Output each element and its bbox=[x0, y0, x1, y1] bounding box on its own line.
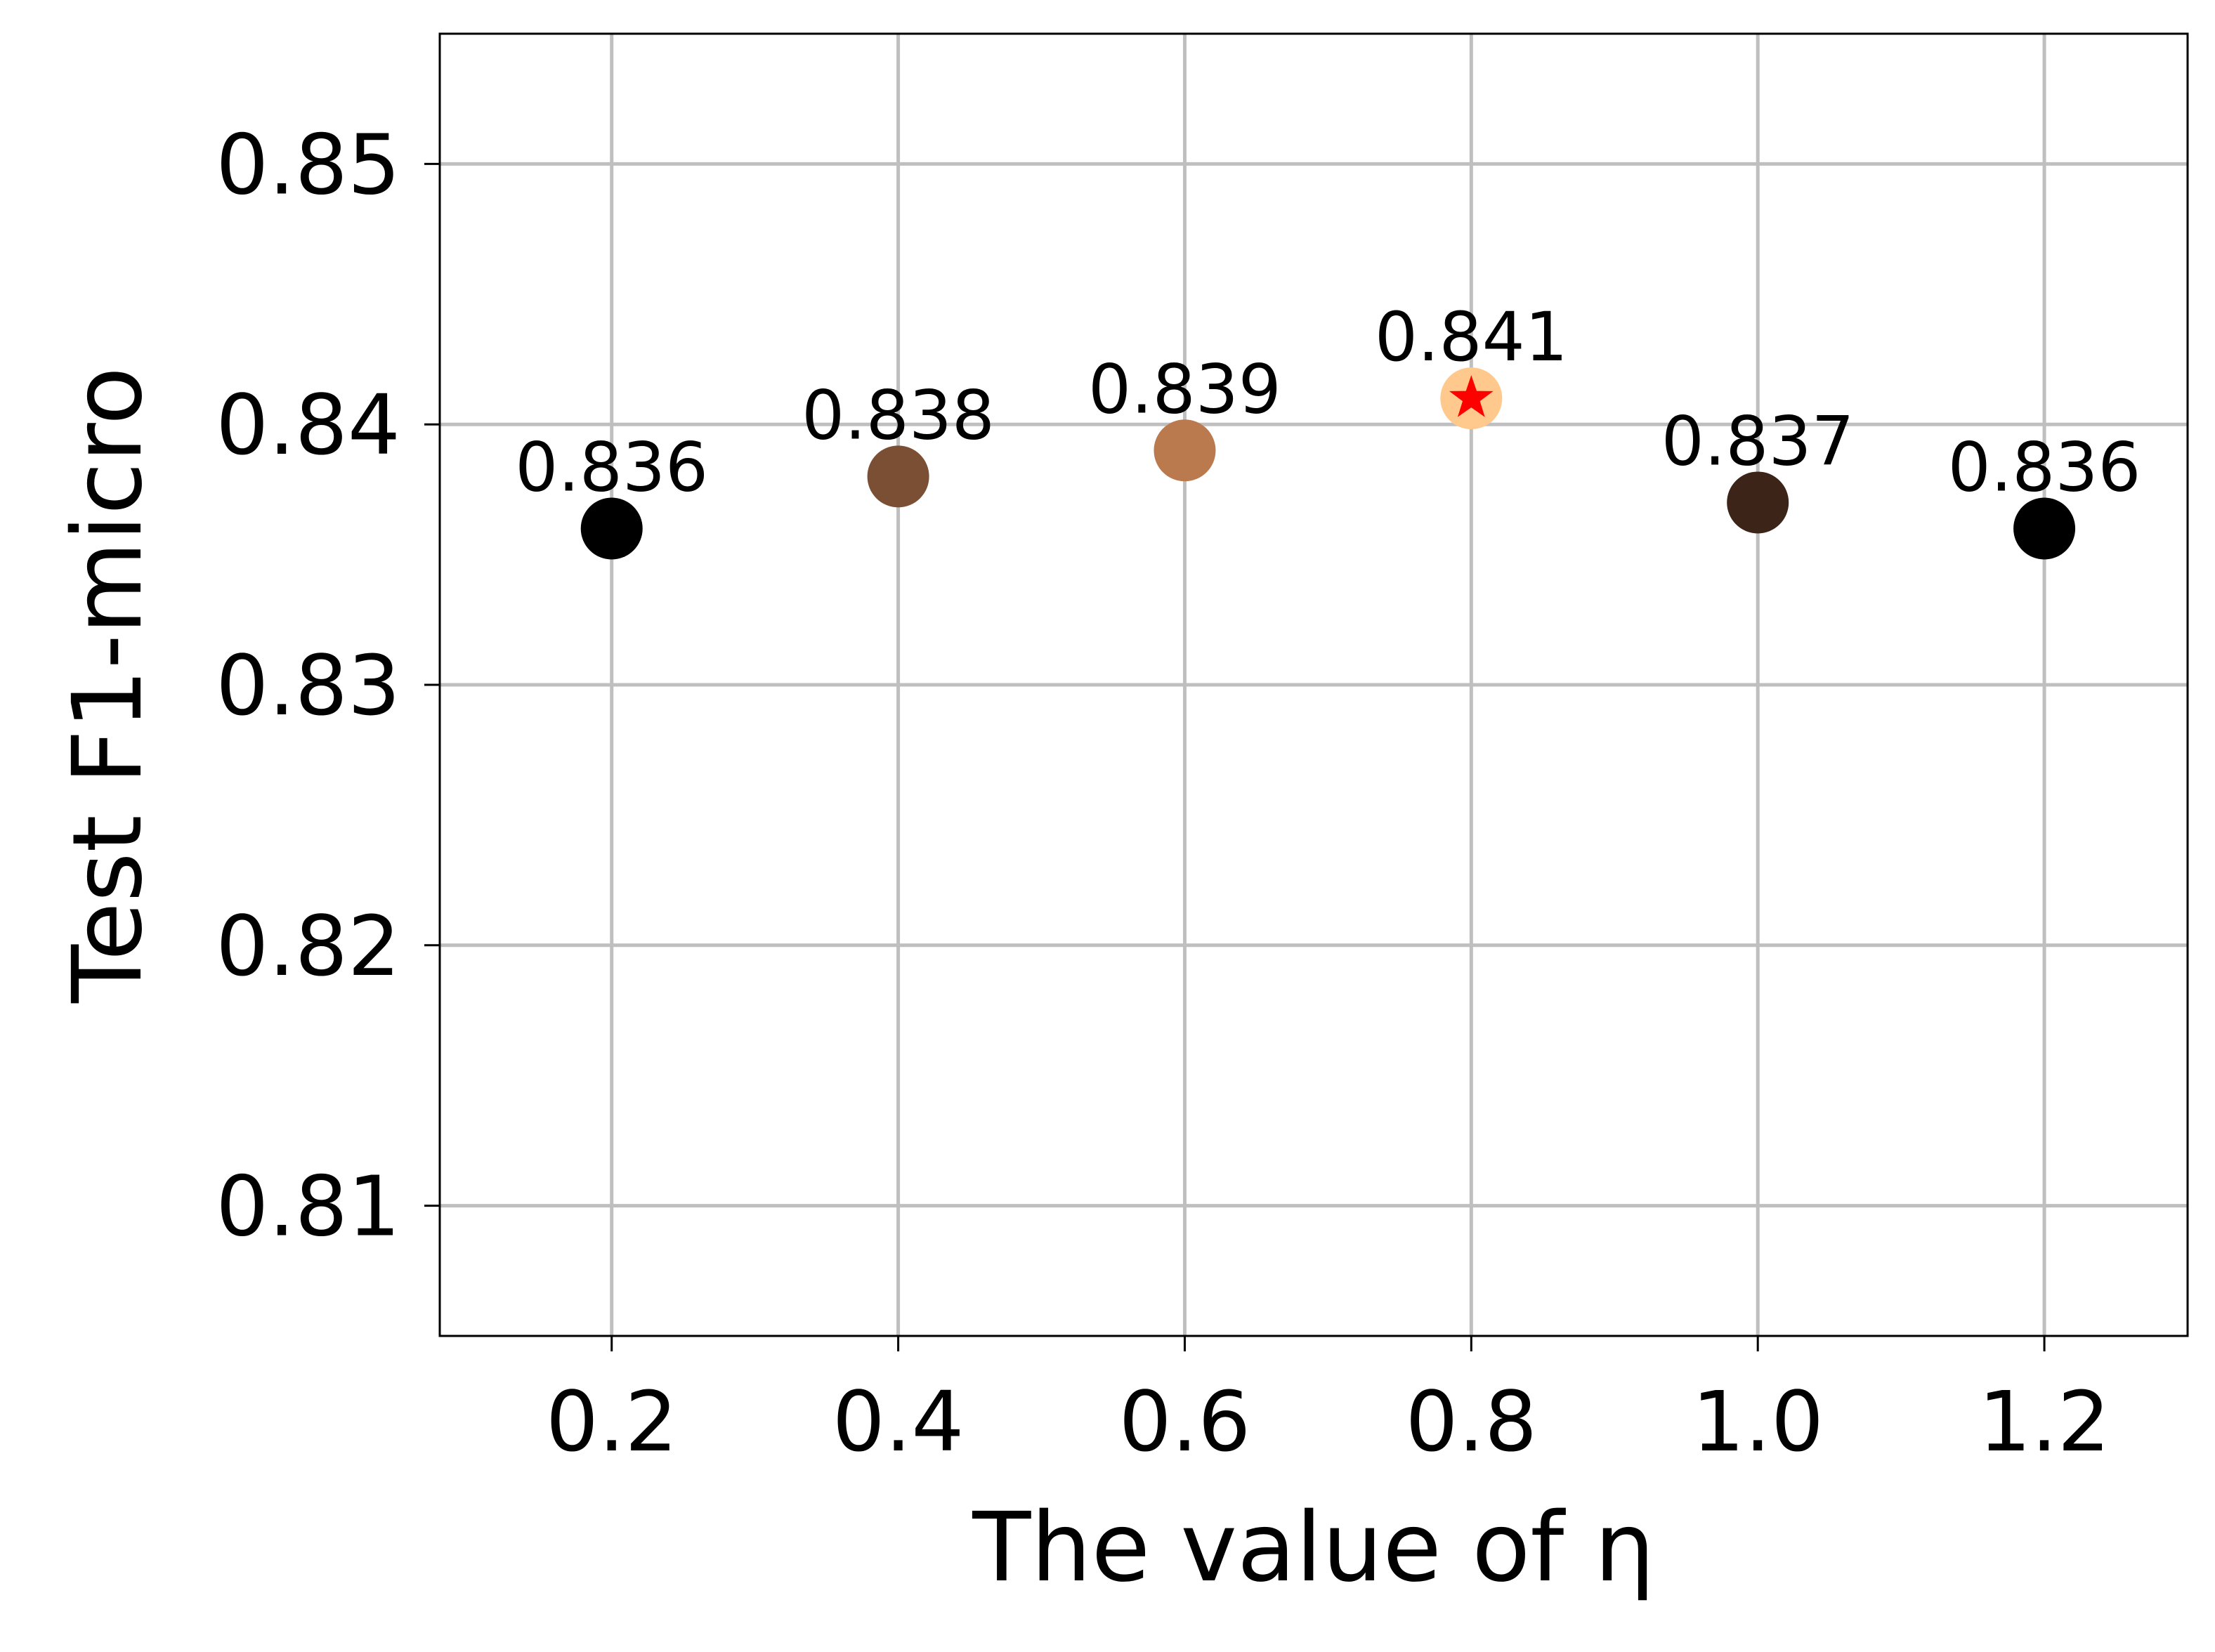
y-tick-label: 0.84 bbox=[216, 376, 400, 473]
y-tick-label: 0.85 bbox=[216, 116, 400, 213]
x-tick-label: 0.8 bbox=[1405, 1373, 1537, 1470]
data-point bbox=[1154, 419, 1216, 482]
x-tick-label: 0.6 bbox=[1119, 1373, 1251, 1470]
data-points bbox=[580, 367, 2076, 560]
grid bbox=[440, 34, 2188, 1336]
axis-ticks: 0.2 0.4 0.6 0.8 1.0 1.2 0.81 0.82 0.83 0.84 0.85 bbox=[216, 116, 2110, 1470]
data-label: 0.839 bbox=[1088, 350, 1281, 428]
x-axis-label: The value of η bbox=[972, 1493, 1654, 1604]
y-tick-label: 0.83 bbox=[216, 637, 400, 734]
data-point bbox=[1727, 471, 1789, 534]
y-axis-label: Test F1-micro bbox=[53, 367, 164, 1004]
x-tick-label: 1.0 bbox=[1692, 1373, 1824, 1470]
x-tick-label: 1.2 bbox=[1978, 1373, 2110, 1470]
data-label: 0.836 bbox=[515, 428, 708, 507]
y-tick-label: 0.82 bbox=[216, 898, 400, 995]
data-label: 0.838 bbox=[802, 376, 995, 454]
x-tick-label: 0.2 bbox=[546, 1373, 678, 1470]
data-point bbox=[580, 497, 643, 560]
data-label: 0.836 bbox=[1948, 428, 2141, 507]
y-tick-label: 0.81 bbox=[216, 1158, 400, 1255]
data-label: 0.841 bbox=[1375, 298, 1568, 376]
data-point bbox=[2013, 497, 2076, 560]
x-tick-label: 0.4 bbox=[832, 1373, 965, 1470]
data-point bbox=[867, 445, 929, 508]
data-labels: 0.836 0.838 0.839 0.841 0.837 0.836 bbox=[515, 298, 2141, 506]
data-label: 0.837 bbox=[1661, 402, 1855, 480]
best-star-marker bbox=[1449, 375, 1494, 417]
